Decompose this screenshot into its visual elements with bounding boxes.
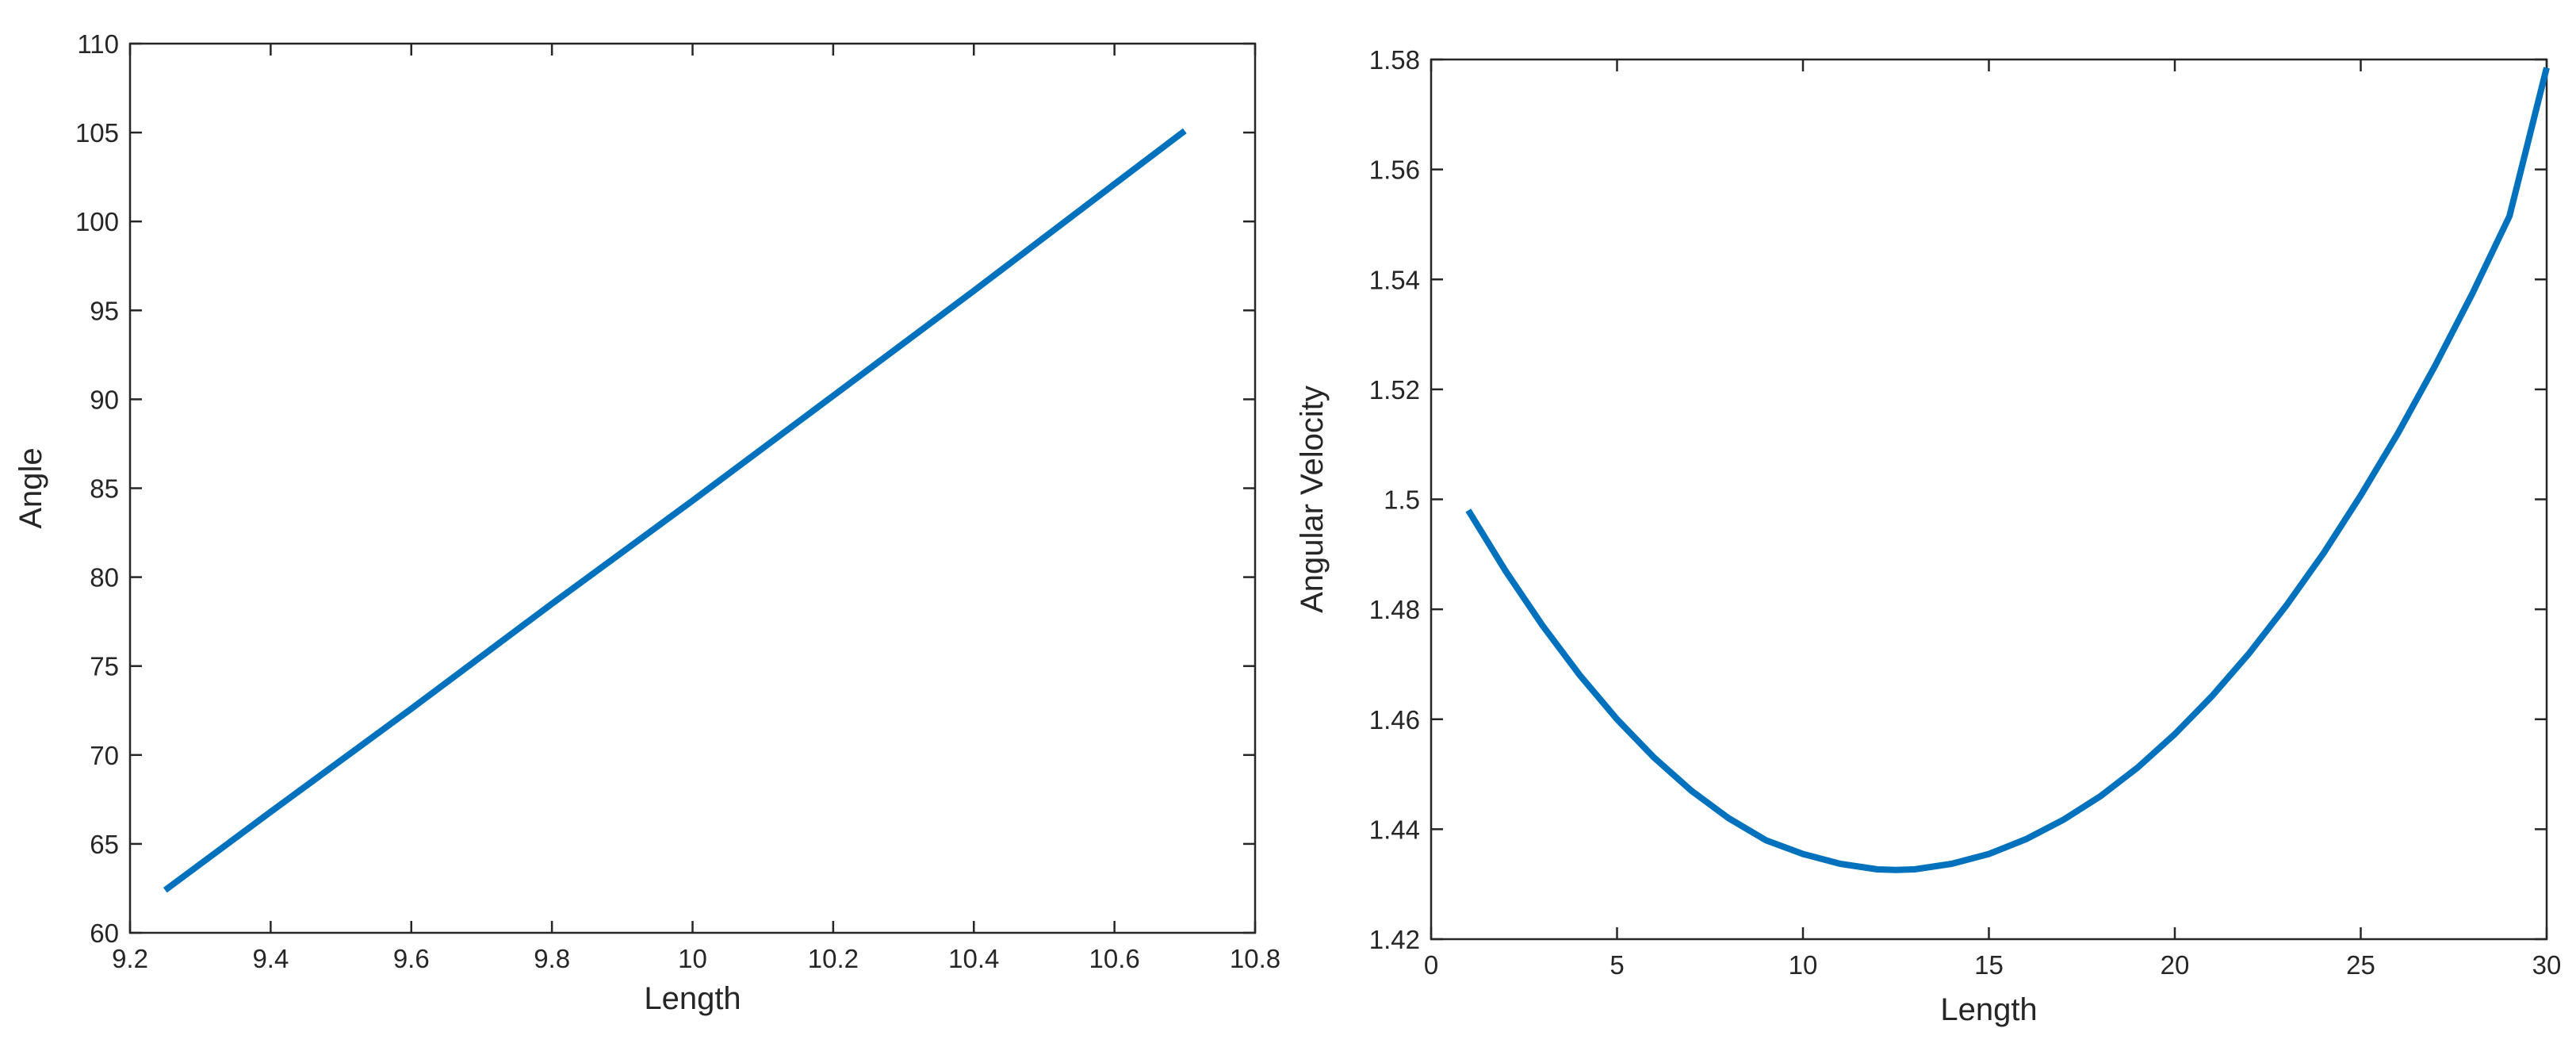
y-axis-label: Angle <box>13 447 48 528</box>
x-tick-label: 20 <box>2161 950 2190 980</box>
y-tick-label: 1.42 <box>1369 925 1420 954</box>
y-tick-label: 85 <box>90 474 119 504</box>
x-tick-label: 30 <box>2532 950 2562 980</box>
y-tick-label: 1.48 <box>1369 595 1420 624</box>
y-tick-label: 75 <box>90 652 119 681</box>
x-tick-label: 10.2 <box>808 944 859 973</box>
y-tick-label: 60 <box>90 919 119 948</box>
y-tick-label: 1.54 <box>1369 265 1420 294</box>
plot-area-box <box>1430 58 2548 941</box>
y-tick-label: 90 <box>90 385 119 414</box>
x-axis-label: Length <box>644 981 741 1016</box>
y-tick-label: 95 <box>90 296 119 325</box>
y-tick-label: 1.44 <box>1369 815 1420 844</box>
y-tick-label: 105 <box>75 118 119 148</box>
y-tick-label: 110 <box>77 29 119 59</box>
y-tick-label: 100 <box>75 207 119 236</box>
y-tick-label: 80 <box>90 563 119 593</box>
y-tick-label: 1.52 <box>1369 375 1420 405</box>
x-tick-label: 10 <box>1789 950 1818 980</box>
y-tick-label: 1.56 <box>1369 155 1420 185</box>
x-tick-label: 10.8 <box>1230 944 1280 973</box>
plot-area-box <box>128 42 1257 934</box>
x-tick-label: 9.4 <box>252 944 289 973</box>
angle-vs-length-chart: Length Angle 9.2 9.4 9.6 9.8 10 10.2 10.4 10.6 1… <box>13 29 1280 1016</box>
y-tick-label: 1.46 <box>1369 705 1420 735</box>
y-tick-label: 70 <box>90 741 119 770</box>
y-tick-label: 1.58 <box>1369 45 1420 75</box>
y-tick-label: 1.5 <box>1384 485 1420 515</box>
angular-velocity-vs-length-chart: Length Angular Velocity 0 5 10 15 20 25 30 1.42… <box>1295 45 2561 1027</box>
x-tick-label: 10.6 <box>1089 944 1140 973</box>
x-tick-label: 10.4 <box>948 944 999 973</box>
series-line <box>163 128 1187 893</box>
x-tick-label: 9.2 <box>112 944 148 973</box>
y-tick-label: 65 <box>90 830 119 859</box>
x-tick-label: 9.6 <box>393 944 430 973</box>
x-tick-label: 5 <box>1610 950 1624 980</box>
x-tick-label: 0 <box>1424 950 1438 980</box>
x-tick-label: 25 <box>2346 950 2375 980</box>
x-axis-label: Length <box>1940 992 2037 1027</box>
y-axis-label: Angular Velocity <box>1295 385 1330 613</box>
x-tick-label: 9.8 <box>534 944 570 973</box>
series-line <box>1465 67 2550 873</box>
x-tick-label: 15 <box>1974 950 2004 980</box>
x-tick-label: 10 <box>678 944 707 973</box>
